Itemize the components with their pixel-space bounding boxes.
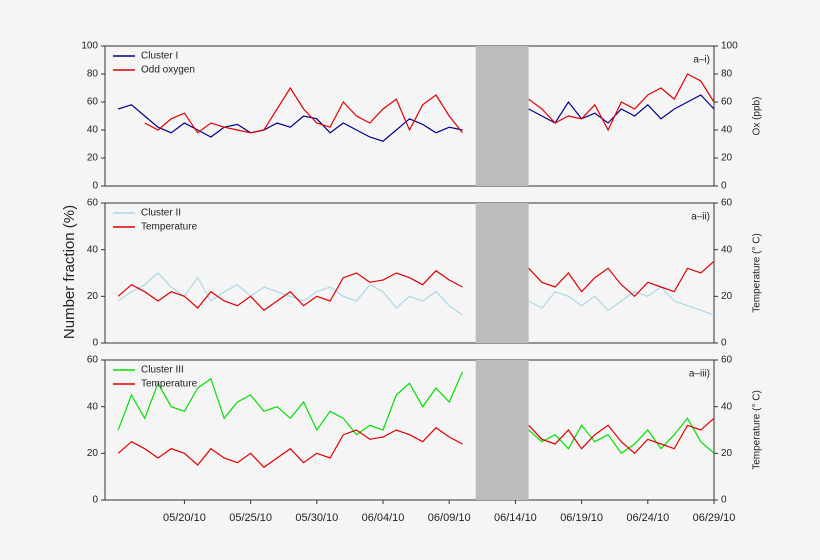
- x-tick-label: 06/14/10: [494, 512, 537, 524]
- x-tick-label: 06/29/10: [693, 512, 736, 524]
- data-gap-shading: [475, 203, 529, 343]
- y2-tick-label: 60: [721, 355, 733, 366]
- y2-axis-label: Ox (ppb): [752, 97, 763, 136]
- y2-tick-label: 0: [721, 495, 727, 506]
- x-tick-label: 05/30/10: [295, 512, 338, 524]
- series-line: [144, 73, 715, 134]
- y-tick-label: 100: [81, 41, 98, 52]
- x-tick-label: 05/25/10: [229, 512, 272, 524]
- legend-label: Temperature: [141, 222, 198, 233]
- y2-tick-label: 40: [721, 244, 733, 255]
- series-line: [117, 272, 715, 316]
- legend-label: Cluster II: [141, 208, 181, 219]
- series-line: [117, 417, 715, 469]
- y2-tick-label: 80: [721, 69, 733, 80]
- y-axis-label: Number fraction (%): [61, 205, 78, 339]
- y-tick-label: 60: [87, 97, 99, 108]
- x-tick-label: 06/24/10: [626, 512, 669, 524]
- x-tick-label: 06/19/10: [560, 512, 603, 524]
- y-tick-label: 80: [87, 69, 99, 80]
- y2-tick-label: 40: [721, 401, 733, 412]
- y2-tick-label: 0: [721, 338, 727, 349]
- legend-label: Odd oxygen: [141, 65, 195, 76]
- data-gap-shading: [475, 46, 529, 186]
- y2-axis-label: Temperature (° C): [752, 233, 763, 313]
- y2-tick-label: 20: [721, 448, 733, 459]
- y2-tick-label: 20: [721, 291, 733, 302]
- plot-area: [104, 45, 715, 187]
- x-tick-label: 06/04/10: [362, 512, 405, 524]
- y2-axis-label: Temperature (° C): [752, 390, 763, 470]
- y-tick-label: 0: [92, 495, 98, 506]
- data-gap-shading: [475, 360, 529, 500]
- x-tick-label: 05/20/10: [163, 512, 206, 524]
- y2-tick-label: 20: [721, 153, 733, 164]
- y-tick-label: 0: [92, 338, 98, 349]
- y-tick-label: 60: [87, 198, 99, 209]
- y-tick-label: 0: [92, 181, 98, 192]
- panel-label: a–ii): [691, 212, 710, 223]
- y2-tick-label: 0: [721, 181, 727, 192]
- y2-tick-label: 60: [721, 198, 733, 209]
- y-tick-label: 40: [87, 244, 99, 255]
- y2-tick-label: 60: [721, 97, 733, 108]
- y-tick-label: 60: [87, 355, 99, 366]
- y-tick-label: 20: [87, 448, 99, 459]
- panel-label: a–iii): [689, 369, 710, 380]
- legend-label: Cluster I: [141, 51, 178, 62]
- y-tick-label: 40: [87, 125, 99, 136]
- legend-label: Cluster III: [141, 365, 184, 376]
- y-tick-label: 40: [87, 401, 99, 412]
- y2-tick-label: 100: [721, 41, 738, 52]
- series-line: [118, 94, 715, 142]
- y-tick-label: 20: [87, 291, 99, 302]
- y-tick-label: 20: [87, 153, 99, 164]
- x-tick-label: 06/09/10: [428, 512, 471, 524]
- legend-label: Temperature: [141, 379, 198, 390]
- panel-label: a–i): [693, 55, 710, 66]
- series-line: [117, 260, 715, 312]
- y2-tick-label: 40: [721, 125, 733, 136]
